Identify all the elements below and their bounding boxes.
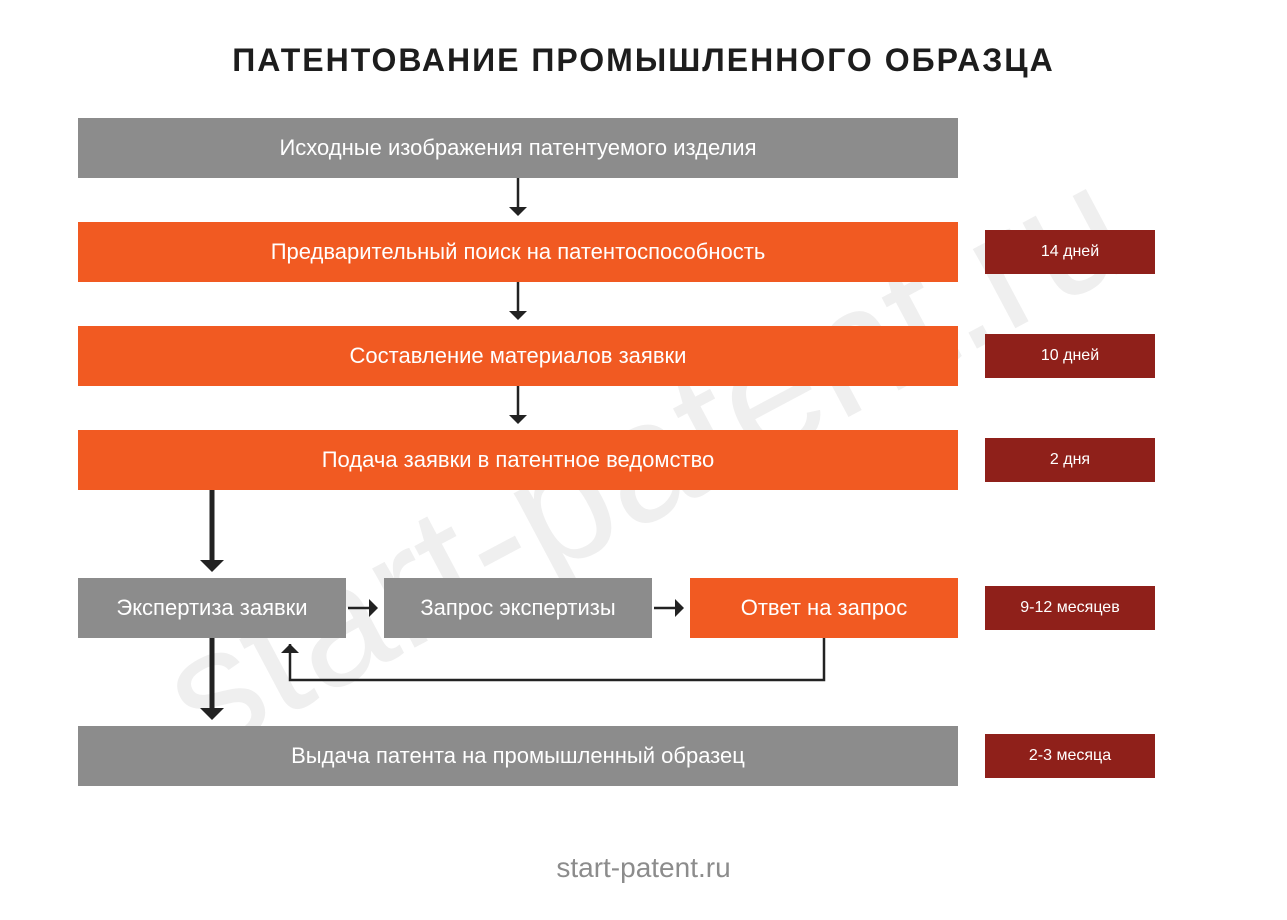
flow-step-b2: Предварительный поиск на патентоспособно… [78,222,958,282]
flow-step-label: Выдача патента на промышленный образец [291,743,745,769]
flow-step-b5b: Запрос экспертизы [384,578,652,638]
page-title: ПАТЕНТОВАНИЕ ПРОМЫШЛЕННОГО ОБРАЗЦА [0,42,1287,79]
duration-badge-label: 9-12 месяцев [1020,599,1119,617]
duration-badge-label: 14 дней [1041,243,1099,261]
duration-badge-label: 10 дней [1041,347,1099,365]
flow-step-b4: Подача заявки в патентное ведомство [78,430,958,490]
flow-step-label: Исходные изображения патентуемого издели… [279,135,756,161]
duration-badge-label: 2 дня [1050,451,1090,469]
flow-step-label: Составление материалов заявки [350,343,687,369]
duration-badge-t5: 9-12 месяцев [985,586,1155,630]
flow-step-label: Ответ на запрос [741,595,908,621]
duration-badge-label: 2-3 месяца [1029,747,1111,765]
duration-badge-t3: 10 дней [985,334,1155,378]
duration-badge-t4: 2 дня [985,438,1155,482]
duration-badge-t2: 14 дней [985,230,1155,274]
flow-step-b5a: Экспертиза заявки [78,578,346,638]
flow-step-b6: Выдача патента на промышленный образец [78,726,958,786]
flow-step-b3: Составление материалов заявки [78,326,958,386]
flow-step-label: Запрос экспертизы [420,595,615,621]
footer-url: start-patent.ru [0,852,1287,884]
flow-step-label: Предварительный поиск на патентоспособно… [271,239,766,265]
flow-step-b5c: Ответ на запрос [690,578,958,638]
flow-step-label: Подача заявки в патентное ведомство [322,447,715,473]
flow-step-b1: Исходные изображения патентуемого издели… [78,118,958,178]
duration-badge-t6: 2-3 месяца [985,734,1155,778]
flow-step-label: Экспертиза заявки [116,595,307,621]
